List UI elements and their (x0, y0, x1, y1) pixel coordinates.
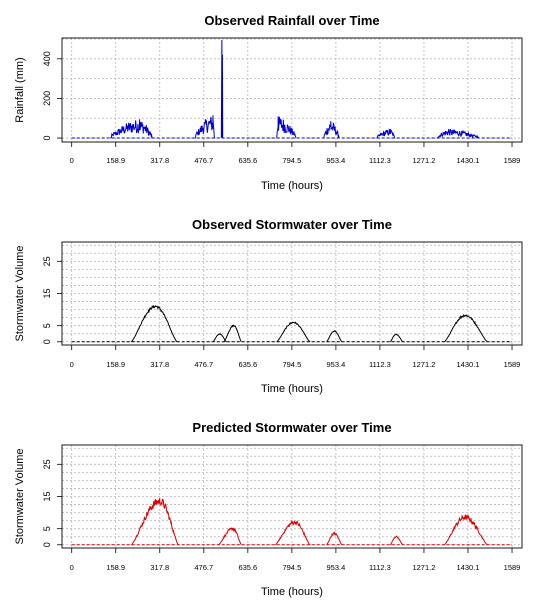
series-event-line (218, 527, 242, 546)
chart-panel-2: Observed Stormwater over Time 0 158.9 317.8… (14, 217, 523, 395)
x-tick-label: 794.5 (282, 156, 301, 165)
series-1 (71, 498, 513, 546)
series-event-line (276, 116, 297, 139)
x-tick-label: 476.7 (194, 360, 213, 369)
series-event-line (326, 531, 343, 546)
series-event-line (275, 519, 311, 546)
y-tick-label: 25 (42, 459, 52, 469)
x-tick-label: 476.7 (194, 563, 213, 572)
x-tick-label: 794.5 (282, 360, 301, 369)
x-tick-label: 1430.1 (457, 360, 480, 369)
series-event-line (389, 535, 404, 546)
x-tick-label: 1430.1 (457, 563, 480, 572)
series-event-line (376, 128, 396, 139)
y-tick-label: 5 (42, 323, 52, 328)
x-tick-label: 1271.2 (412, 360, 435, 369)
x-tick-label: 317.8 (150, 563, 169, 572)
x-tick-label: 635.6 (238, 360, 257, 369)
x-tick-label: 317.8 (150, 156, 169, 165)
y-tick-label: 15 (42, 491, 52, 501)
x-tick-label: 158.9 (106, 360, 125, 369)
series-event-line (194, 115, 215, 139)
series-event-line (444, 313, 488, 343)
series-event-line (110, 119, 153, 139)
series-event-line (130, 304, 178, 343)
x-tick-label: 317.8 (150, 360, 169, 369)
y-tick-label: 0 (42, 542, 52, 547)
y-tick-label: 25 (42, 256, 52, 266)
chart-title: Observed Rainfall over Time (204, 13, 379, 28)
y-tick-label: 15 (42, 288, 52, 298)
series-event-line (212, 333, 227, 343)
x-tick-label: 1271.2 (412, 156, 435, 165)
x-tick-label: 953.4 (327, 156, 346, 165)
y-tick-label: 400 (42, 51, 52, 66)
series-event-line (223, 324, 242, 343)
x-tick-label: 1589 (504, 360, 521, 369)
x-tick-label: 635.6 (238, 563, 257, 572)
x-tick-label: 1430.1 (457, 156, 480, 165)
x-tick-label: 1589 (504, 156, 521, 165)
series-event-line (444, 514, 488, 546)
series-1 (71, 304, 513, 343)
x-tick-label: 476.7 (194, 156, 213, 165)
x-axis-label: Time (hours) (261, 180, 323, 192)
x-tick-label: 0 (70, 360, 74, 369)
x-axis-label: Time (hours) (261, 383, 323, 395)
x-tick-label: 1112.3 (369, 360, 391, 369)
y-axis-label: Rainfall (mm) (14, 57, 26, 122)
chart-title: Predicted Stormwater over Time (192, 420, 391, 435)
series-event-line (130, 498, 179, 546)
x-tick-label: 794.5 (282, 563, 301, 572)
series-event-line (437, 128, 480, 139)
x-tick-label: 0 (70, 563, 74, 572)
chart-panel-1: Observed Rainfall over Time 0 158.9 317.8 47… (14, 13, 523, 192)
y-tick-label: 0 (42, 339, 52, 344)
y-tick-label: 200 (42, 91, 52, 106)
y-axis-label: Stormwater Volume (14, 246, 26, 342)
y-tick-label: 5 (42, 526, 52, 531)
series-event-line (323, 121, 340, 139)
x-tick-label: 1112.3 (369, 563, 391, 572)
x-tick-label: 635.6 (238, 156, 257, 165)
x-tick-label: 1112.3 (369, 156, 391, 165)
y-axis-label: Stormwater Volume (14, 449, 26, 545)
x-tick-label: 1589 (504, 563, 521, 572)
series-event-line (326, 330, 343, 343)
series-event-line (276, 321, 311, 343)
x-tick-label: 953.4 (327, 563, 346, 572)
series-1 (71, 39, 513, 139)
x-axis-label: Time (hours) (261, 586, 323, 598)
x-tick-label: 158.9 (106, 156, 125, 165)
x-tick-label: 1271.2 (412, 563, 435, 572)
chart-panel-3: Predicted Stormwater over Time 0 158.9 317.… (14, 420, 523, 598)
series-event-line (389, 333, 404, 343)
chart-title: Observed Stormwater over Time (192, 217, 392, 232)
x-tick-label: 953.4 (327, 360, 346, 369)
x-tick-label: 0 (70, 156, 74, 165)
y-tick-label: 0 (42, 136, 52, 141)
x-tick-label: 158.9 (106, 563, 125, 572)
series-event-line (220, 39, 224, 139)
